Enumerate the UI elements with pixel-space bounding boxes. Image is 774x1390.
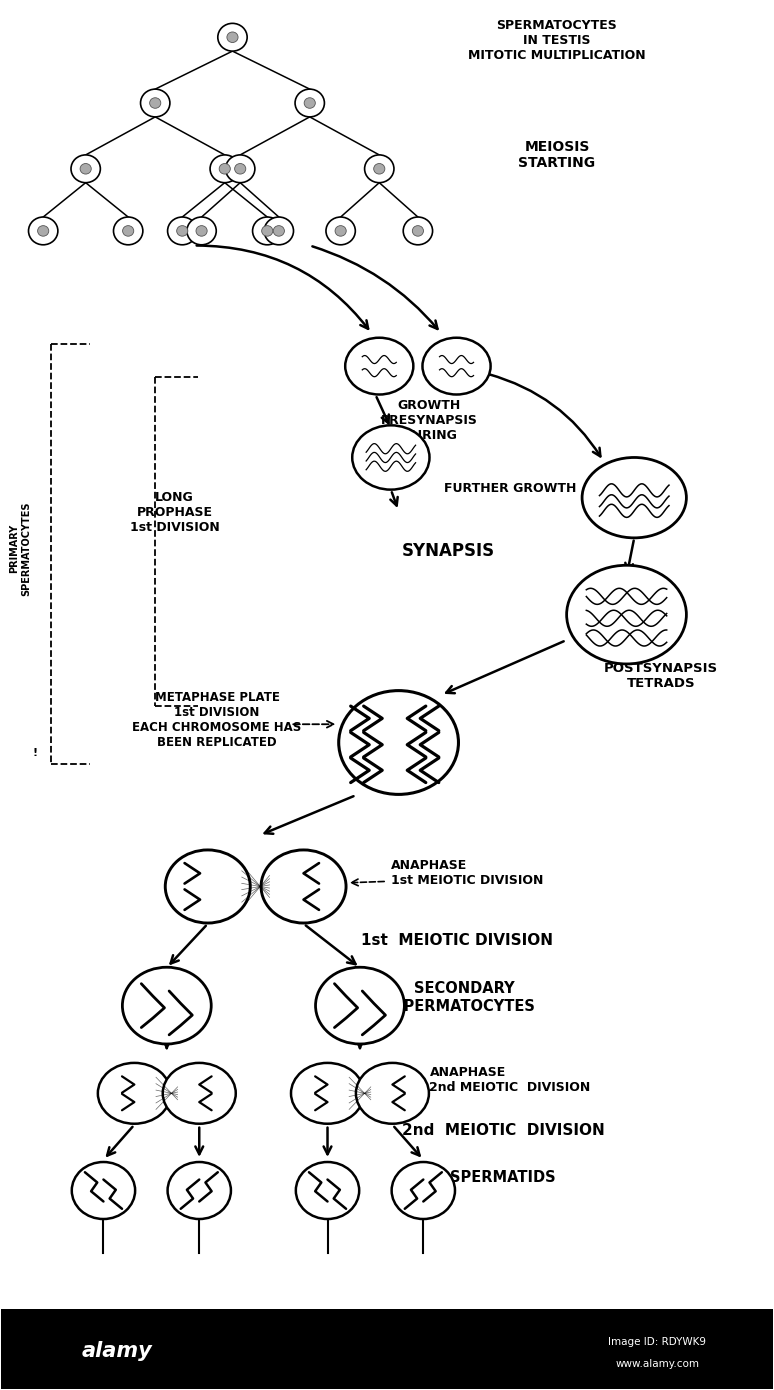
Circle shape [217,24,247,51]
Circle shape [295,89,324,117]
Ellipse shape [122,967,211,1044]
Ellipse shape [98,1063,171,1123]
Circle shape [365,154,394,182]
Text: ANAPHASE
1st MEIOTIC DIVISION: ANAPHASE 1st MEIOTIC DIVISION [391,859,543,887]
Text: LONG
PROPHASE
1st DIVISION: LONG PROPHASE 1st DIVISION [130,491,219,534]
Circle shape [252,217,282,245]
Text: SPERMATOCYTES
IN TESTIS
MITOTIC MULTIPLICATION: SPERMATOCYTES IN TESTIS MITOTIC MULTIPLI… [468,19,646,63]
Text: METAPHASE PLATE
1st DIVISION
EACH CHROMOSOME HAS
BEEN REPLICATED: METAPHASE PLATE 1st DIVISION EACH CHROMO… [132,691,302,749]
Text: SYNAPSIS: SYNAPSIS [402,542,495,560]
Circle shape [149,97,161,108]
Text: 2nd  MEIOTIC  DIVISION: 2nd MEIOTIC DIVISION [402,1123,604,1137]
Ellipse shape [168,1162,231,1219]
Circle shape [29,217,58,245]
Circle shape [71,154,101,182]
Circle shape [122,225,134,236]
Text: GROWTH
PRESYNAPSIS
PAIRING: GROWTH PRESYNAPSIS PAIRING [381,399,478,442]
Circle shape [210,154,239,182]
Ellipse shape [291,1063,364,1123]
Ellipse shape [582,457,687,538]
Circle shape [264,217,293,245]
Ellipse shape [356,1063,429,1123]
Circle shape [187,217,216,245]
Circle shape [374,164,385,174]
Circle shape [141,89,170,117]
Ellipse shape [72,1162,135,1219]
Circle shape [413,225,423,236]
Circle shape [304,97,315,108]
Circle shape [335,225,346,236]
Circle shape [403,217,433,245]
Text: alamy: alamy [81,1341,152,1361]
Circle shape [38,225,49,236]
Text: SPERMATIDS: SPERMATIDS [450,1170,556,1186]
Circle shape [273,225,284,236]
Ellipse shape [567,566,687,664]
Text: Image ID: RDYWK9: Image ID: RDYWK9 [608,1337,707,1347]
Circle shape [114,217,143,245]
Ellipse shape [296,1162,359,1219]
Circle shape [227,32,238,43]
Ellipse shape [166,849,250,923]
Circle shape [168,217,197,245]
Bar [1,1309,773,1390]
Text: PRIMARY
SPERMATOCYTES: PRIMARY SPERMATOCYTES [9,502,31,596]
Ellipse shape [316,967,404,1044]
Ellipse shape [339,691,458,795]
Ellipse shape [163,1063,236,1123]
Circle shape [235,164,246,174]
Text: www.alamy.com: www.alamy.com [615,1359,700,1369]
Text: 1st  MEIOTIC DIVISION: 1st MEIOTIC DIVISION [361,933,553,948]
Ellipse shape [345,338,413,395]
Ellipse shape [352,425,430,489]
Ellipse shape [423,338,491,395]
Text: POSTSYNAPSIS
TETRADS: POSTSYNAPSIS TETRADS [604,662,718,689]
Circle shape [262,225,272,236]
Circle shape [219,164,231,174]
Text: MEIOSIS
STARTING: MEIOSIS STARTING [519,139,595,170]
Circle shape [80,164,91,174]
Circle shape [196,225,207,236]
Circle shape [225,154,255,182]
Ellipse shape [392,1162,455,1219]
Text: SECONDARY
SPERMATOCYTES: SECONDARY SPERMATOCYTES [393,981,535,1013]
Circle shape [176,225,188,236]
Text: !: ! [33,748,38,759]
Text: ANAPHASE
2nd MEIOTIC  DIVISION: ANAPHASE 2nd MEIOTIC DIVISION [430,1066,591,1094]
Ellipse shape [261,849,346,923]
Text: FURTHER GROWTH: FURTHER GROWTH [444,481,577,495]
Circle shape [326,217,355,245]
